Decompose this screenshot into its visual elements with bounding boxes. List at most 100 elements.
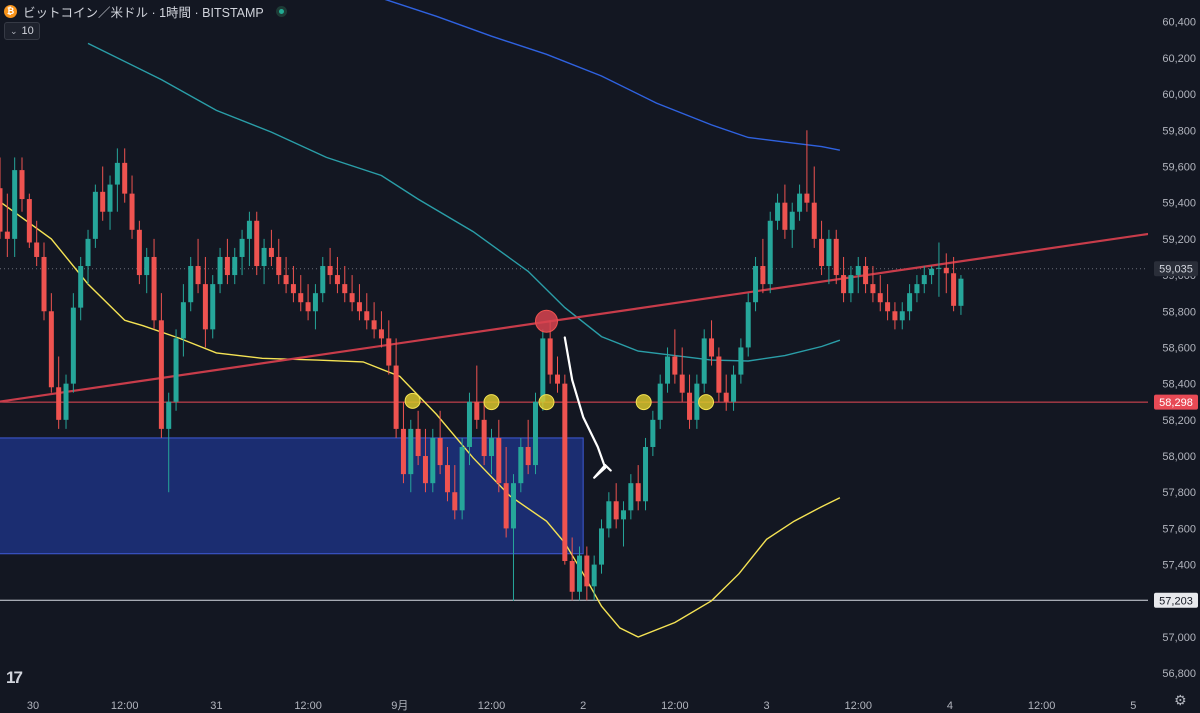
candle — [819, 220, 825, 276]
moving-averages-layer — [0, 0, 841, 638]
candle-body — [26, 199, 32, 243]
candle-body — [797, 193, 803, 212]
candle-body — [863, 266, 869, 285]
candle-body — [547, 338, 553, 375]
candle — [672, 329, 678, 384]
yellow-circle-marker — [404, 392, 421, 409]
moving-average-ma_slow — [384, 0, 841, 151]
candle-body — [606, 501, 612, 529]
candle-body — [334, 275, 340, 285]
gear-icon[interactable]: ⚙ — [1174, 692, 1187, 708]
time-tick-label: 9月 — [391, 700, 408, 712]
candle-body — [496, 437, 502, 484]
time-tick-label: 3 — [763, 700, 769, 712]
candle — [210, 275, 216, 339]
candle — [78, 256, 84, 321]
candle — [151, 238, 157, 330]
candle — [599, 519, 605, 574]
candle-body — [400, 428, 406, 475]
candle — [422, 428, 428, 493]
candle-body — [679, 374, 685, 393]
candle-body — [481, 419, 487, 457]
candle — [56, 356, 62, 429]
candle-body — [621, 510, 627, 520]
candle — [789, 202, 795, 248]
candle — [371, 302, 377, 339]
candle — [48, 293, 54, 393]
candle-body — [951, 273, 957, 306]
yellow-circle-marker — [483, 394, 500, 411]
price-tick-label: 59,400 — [1162, 198, 1196, 210]
candle-body — [628, 483, 634, 511]
candle-body — [298, 293, 304, 303]
time-axis[interactable]: 30 12:00 31 12:00 9月 12:00 2 12:00 3 12:00 4 12:00 5 — [27, 700, 1137, 712]
candle-body — [393, 365, 399, 429]
candle — [584, 546, 590, 601]
candle-body — [144, 256, 150, 276]
candle — [92, 184, 98, 248]
price-label-current: 59,035 — [1154, 261, 1198, 277]
candle — [848, 266, 854, 303]
candle-body — [885, 302, 891, 312]
candle — [408, 419, 414, 493]
candle-body — [224, 256, 230, 276]
price-tick-label: 59,800 — [1162, 125, 1196, 137]
candle — [679, 347, 685, 402]
candle-body — [276, 256, 282, 276]
candle-body — [188, 266, 194, 303]
candle-body — [577, 555, 583, 592]
candle-body — [826, 238, 832, 267]
symbol-title[interactable]: ビットコイン／米ドル · 1時間 · BITSTAMP — [23, 5, 264, 20]
candle-body — [709, 338, 715, 357]
candle-body — [210, 284, 216, 330]
candle — [19, 157, 25, 212]
tradingview-logo[interactable]: 17 — [6, 668, 23, 687]
indicator-toggle-button[interactable]: ⌄ 10 — [4, 22, 40, 40]
candle — [0, 157, 3, 239]
candle-body — [63, 383, 69, 420]
candle — [709, 320, 715, 366]
candle-body — [532, 401, 538, 466]
candle-body — [731, 374, 737, 402]
candle — [782, 184, 788, 239]
candle — [298, 275, 304, 312]
candle-body — [789, 211, 795, 230]
candle-body — [819, 238, 825, 267]
candle-body — [78, 266, 84, 308]
candle-body — [855, 266, 861, 276]
candle-body — [349, 293, 355, 303]
candle-body — [283, 275, 289, 285]
candle-body — [848, 275, 854, 294]
candle-body — [694, 383, 700, 420]
candle — [217, 247, 223, 294]
candle — [914, 275, 920, 303]
candle — [364, 293, 370, 330]
candle-body — [268, 247, 274, 257]
candle — [305, 284, 311, 321]
candle — [188, 256, 194, 312]
candle-body — [474, 401, 480, 420]
candle — [731, 365, 737, 411]
candle-body — [129, 193, 135, 230]
candle — [899, 302, 905, 330]
candle-body — [386, 338, 392, 366]
trendline — [0, 232, 1152, 403]
price-label-text: 57,203 — [1159, 595, 1193, 607]
price-label-box — [1154, 261, 1198, 277]
candle-body — [811, 202, 817, 239]
candle-body — [665, 356, 671, 384]
candle — [613, 483, 619, 529]
candle — [466, 392, 472, 466]
moving-average-ma_fast — [0, 200, 841, 638]
candle — [760, 238, 766, 294]
candle — [833, 229, 839, 285]
candle — [958, 275, 964, 315]
chevron-down-icon: ⌄ — [10, 25, 18, 36]
candle-body — [202, 284, 208, 330]
candle — [41, 242, 47, 321]
candle — [144, 247, 150, 294]
candle-body — [254, 220, 260, 267]
candle-body — [738, 347, 744, 375]
trendline-layer — [0, 232, 1152, 403]
